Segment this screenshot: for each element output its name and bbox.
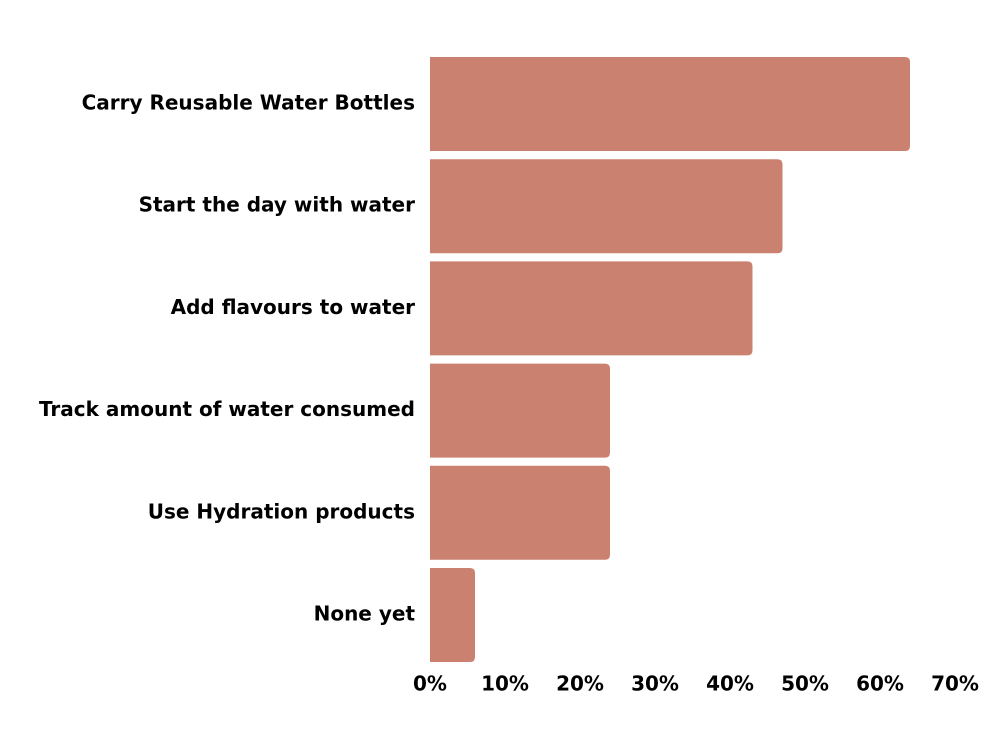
x-tick-label: 60% — [856, 672, 904, 696]
y-tick-label: Carry Reusable Water Bottles — [82, 91, 415, 115]
y-tick-label: None yet — [314, 602, 416, 626]
bar — [430, 363, 610, 458]
bar — [430, 57, 910, 151]
y-tick-label: Use Hydration products — [148, 499, 415, 523]
bar — [430, 159, 783, 254]
x-tick-label: 10% — [481, 672, 529, 696]
bar — [430, 261, 753, 356]
y-tick-label: Track amount of water consumed — [39, 397, 415, 421]
x-tick-label: 50% — [781, 672, 829, 696]
x-tick-label: 0% — [413, 672, 447, 696]
bar — [430, 465, 610, 560]
x-tick-label: 30% — [631, 672, 679, 696]
y-tick-label: Add flavours to water — [171, 295, 416, 319]
y-tick-label: Start the day with water — [139, 193, 416, 217]
bar — [430, 568, 475, 662]
x-tick-label: 40% — [706, 672, 754, 696]
x-tick-label: 70% — [931, 672, 979, 696]
x-tick-label: 20% — [556, 672, 604, 696]
